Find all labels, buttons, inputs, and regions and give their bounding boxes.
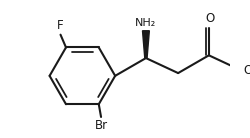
- Text: NH₂: NH₂: [135, 18, 156, 28]
- Polygon shape: [142, 31, 149, 58]
- Text: O: O: [205, 12, 214, 25]
- Text: O: O: [244, 64, 250, 77]
- Text: Br: Br: [94, 119, 108, 132]
- Text: F: F: [57, 19, 64, 32]
